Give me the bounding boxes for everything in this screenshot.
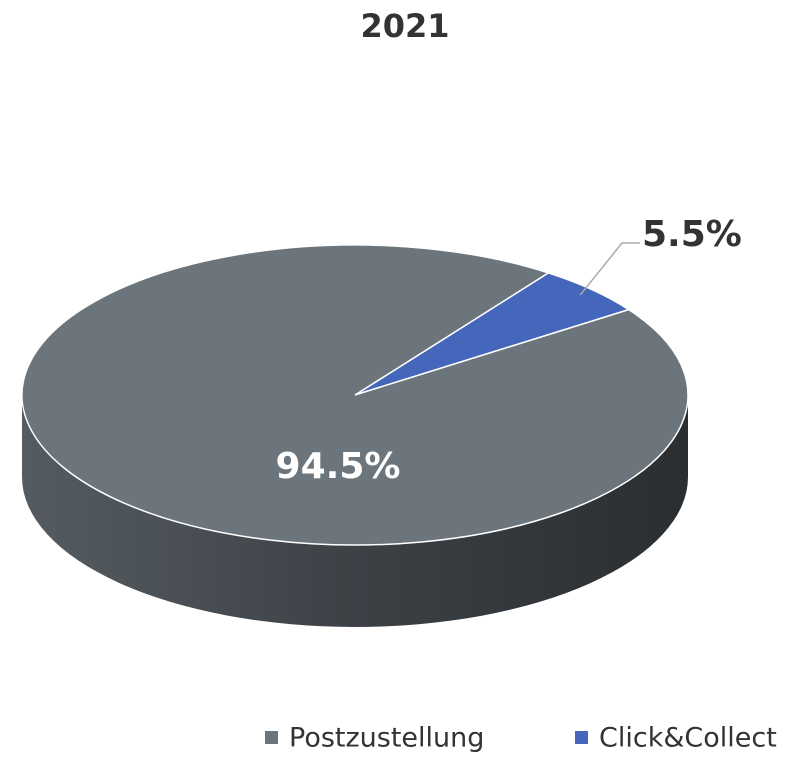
legend-label: Click&Collect	[599, 723, 777, 754]
legend-label: Postzustellung	[289, 723, 484, 754]
legend-swatch	[575, 731, 588, 744]
legend-swatch	[265, 731, 278, 744]
pie-slice	[21, 244, 689, 546]
leader-line	[579, 242, 640, 296]
pie-side	[22, 395, 688, 627]
data-label: 5.5%	[642, 214, 742, 255]
data-label: 94.5%	[276, 446, 401, 487]
chart-title: 2021	[360, 7, 449, 45]
